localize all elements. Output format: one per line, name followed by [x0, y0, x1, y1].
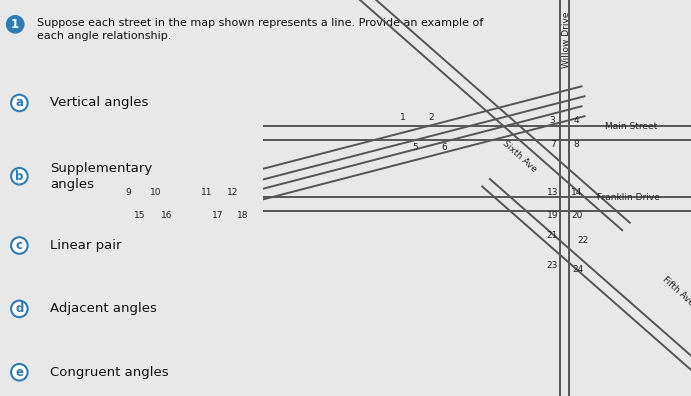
Text: 16: 16 [162, 211, 173, 220]
Text: 13: 13 [547, 188, 558, 196]
Text: 18: 18 [237, 211, 249, 220]
Text: 1: 1 [11, 18, 19, 31]
Text: 24: 24 [573, 265, 584, 274]
Text: 21: 21 [546, 231, 558, 240]
Text: Adjacent angles: Adjacent angles [50, 303, 157, 315]
Text: 15: 15 [134, 211, 146, 220]
Text: 20: 20 [571, 211, 583, 220]
Text: b: b [15, 170, 23, 183]
Text: 6: 6 [441, 143, 446, 152]
Text: c: c [16, 239, 23, 252]
Text: Sixth Ave: Sixth Ave [501, 139, 538, 174]
Text: e: e [15, 366, 23, 379]
Text: 23: 23 [546, 261, 558, 270]
Text: Congruent angles: Congruent angles [50, 366, 169, 379]
Text: Main Street: Main Street [605, 122, 658, 131]
Text: Supplementary
angles: Supplementary angles [50, 162, 152, 191]
Text: Franklin Drive: Franklin Drive [597, 193, 660, 202]
Text: Fifth Ave: Fifth Ave [661, 275, 691, 308]
Text: 22: 22 [577, 236, 588, 245]
Text: Vertical angles: Vertical angles [50, 97, 148, 109]
Text: 12: 12 [227, 188, 238, 196]
Text: 4: 4 [574, 116, 580, 125]
Text: 14: 14 [571, 188, 583, 196]
Text: 3: 3 [550, 116, 556, 125]
Text: 7: 7 [550, 140, 556, 149]
Text: 8: 8 [574, 140, 580, 149]
Text: Suppose each street in the map shown represents a line. Provide an example of
ea: Suppose each street in the map shown rep… [37, 18, 484, 41]
Text: d: d [15, 303, 23, 315]
Text: 10: 10 [150, 188, 161, 196]
Text: Linear pair: Linear pair [50, 239, 121, 252]
Text: 5: 5 [413, 143, 419, 152]
Text: 9: 9 [126, 188, 131, 196]
Text: 11: 11 [201, 188, 213, 196]
Text: 19: 19 [547, 211, 558, 220]
Text: a: a [15, 97, 23, 109]
Text: 17: 17 [211, 211, 223, 220]
Text: 1: 1 [400, 113, 406, 122]
Text: Willow Drive: Willow Drive [562, 11, 571, 68]
Text: 2: 2 [428, 113, 434, 122]
